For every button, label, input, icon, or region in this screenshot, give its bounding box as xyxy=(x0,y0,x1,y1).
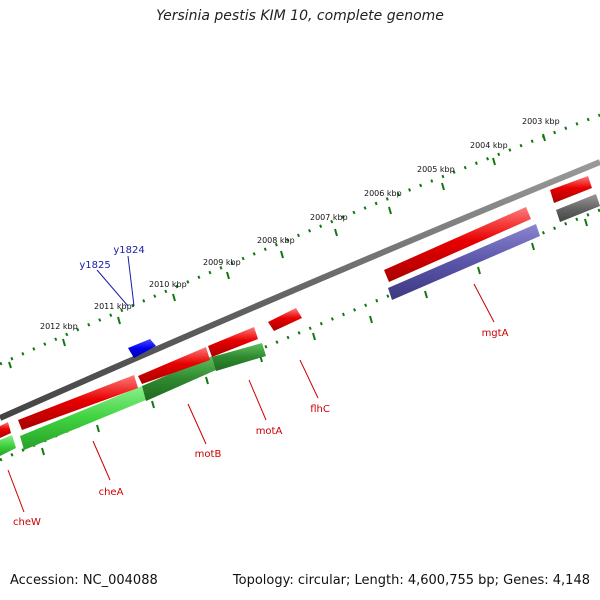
genome-title: Yersinia pestis KIM 10, complete genome xyxy=(156,8,444,24)
gene-label-chea: cheA xyxy=(99,487,124,498)
gene-block-green-mota xyxy=(212,343,266,371)
forward-strand-track[interactable] xyxy=(0,176,592,438)
kbp-labels: 2003 kbp 2004 kbp 2005 kbp 2006 kbp 2007… xyxy=(40,117,560,331)
gene-arrow-red-left xyxy=(0,422,11,438)
reverse-strand-track[interactable] xyxy=(0,194,600,456)
gene-label-motb: motB xyxy=(195,449,222,460)
kbp-label-2011: 2011 kbp xyxy=(94,302,132,311)
topology-summary-text: Topology: circular; Length: 4,600,755 bp… xyxy=(232,573,590,588)
kbp-label-2008: 2008 kbp xyxy=(257,236,295,245)
gene-label-flhc: flhC xyxy=(310,404,330,415)
gene-arrow-red-right xyxy=(550,176,592,203)
gene-arrow-red-flhc xyxy=(268,308,302,331)
gene-arrow-red-mgta xyxy=(384,207,531,282)
blue-gene-labels: y1824 y1825 xyxy=(79,245,144,271)
outer-ruler-major-ticks xyxy=(8,133,546,369)
kbp-label-2005: 2005 kbp xyxy=(417,165,455,174)
gene-label-mota: motA xyxy=(256,426,283,437)
gene-block-purple-mgta xyxy=(388,224,540,300)
gene-labels: mgtA flhC motA motB cheA cheW xyxy=(13,328,509,528)
kbp-label-2010: 2010 kbp xyxy=(149,280,187,289)
kbp-label-2006: 2006 kbp xyxy=(364,189,402,198)
kbp-label-2009: 2009 kbp xyxy=(203,258,241,267)
gene-block-green-motb xyxy=(142,356,216,401)
gene-arrow-red-chea xyxy=(18,375,138,430)
gene-block-light-green-left xyxy=(0,435,16,456)
gene-arrow-red-motb xyxy=(138,347,210,384)
kbp-label-2012: 2012 kbp xyxy=(40,322,78,331)
inner-ruler xyxy=(0,208,600,462)
gene-arrow-red-mota xyxy=(208,327,258,357)
accession-text: Accession: NC_004088 xyxy=(10,573,158,588)
gene-arrow-blue-y1824[interactable] xyxy=(128,339,156,358)
gene-block-light-green-chea xyxy=(20,386,146,450)
kbp-label-2003: 2003 kbp xyxy=(522,117,560,126)
gene-label-chew: cheW xyxy=(13,517,41,528)
blue-leader-lines xyxy=(96,255,135,307)
gene-label-y1825: y1825 xyxy=(79,260,110,271)
label-leader-lines xyxy=(7,283,495,513)
kbp-label-2004: 2004 kbp xyxy=(470,141,508,150)
gene-block-gray-right xyxy=(556,194,600,222)
gene-label-mgta: mgtA xyxy=(482,328,509,339)
genome-backbone xyxy=(0,159,600,421)
kbp-label-2007: 2007 kbp xyxy=(310,213,348,222)
inner-ruler-major-ticks xyxy=(41,218,588,456)
gene-label-y1824: y1824 xyxy=(113,245,144,256)
